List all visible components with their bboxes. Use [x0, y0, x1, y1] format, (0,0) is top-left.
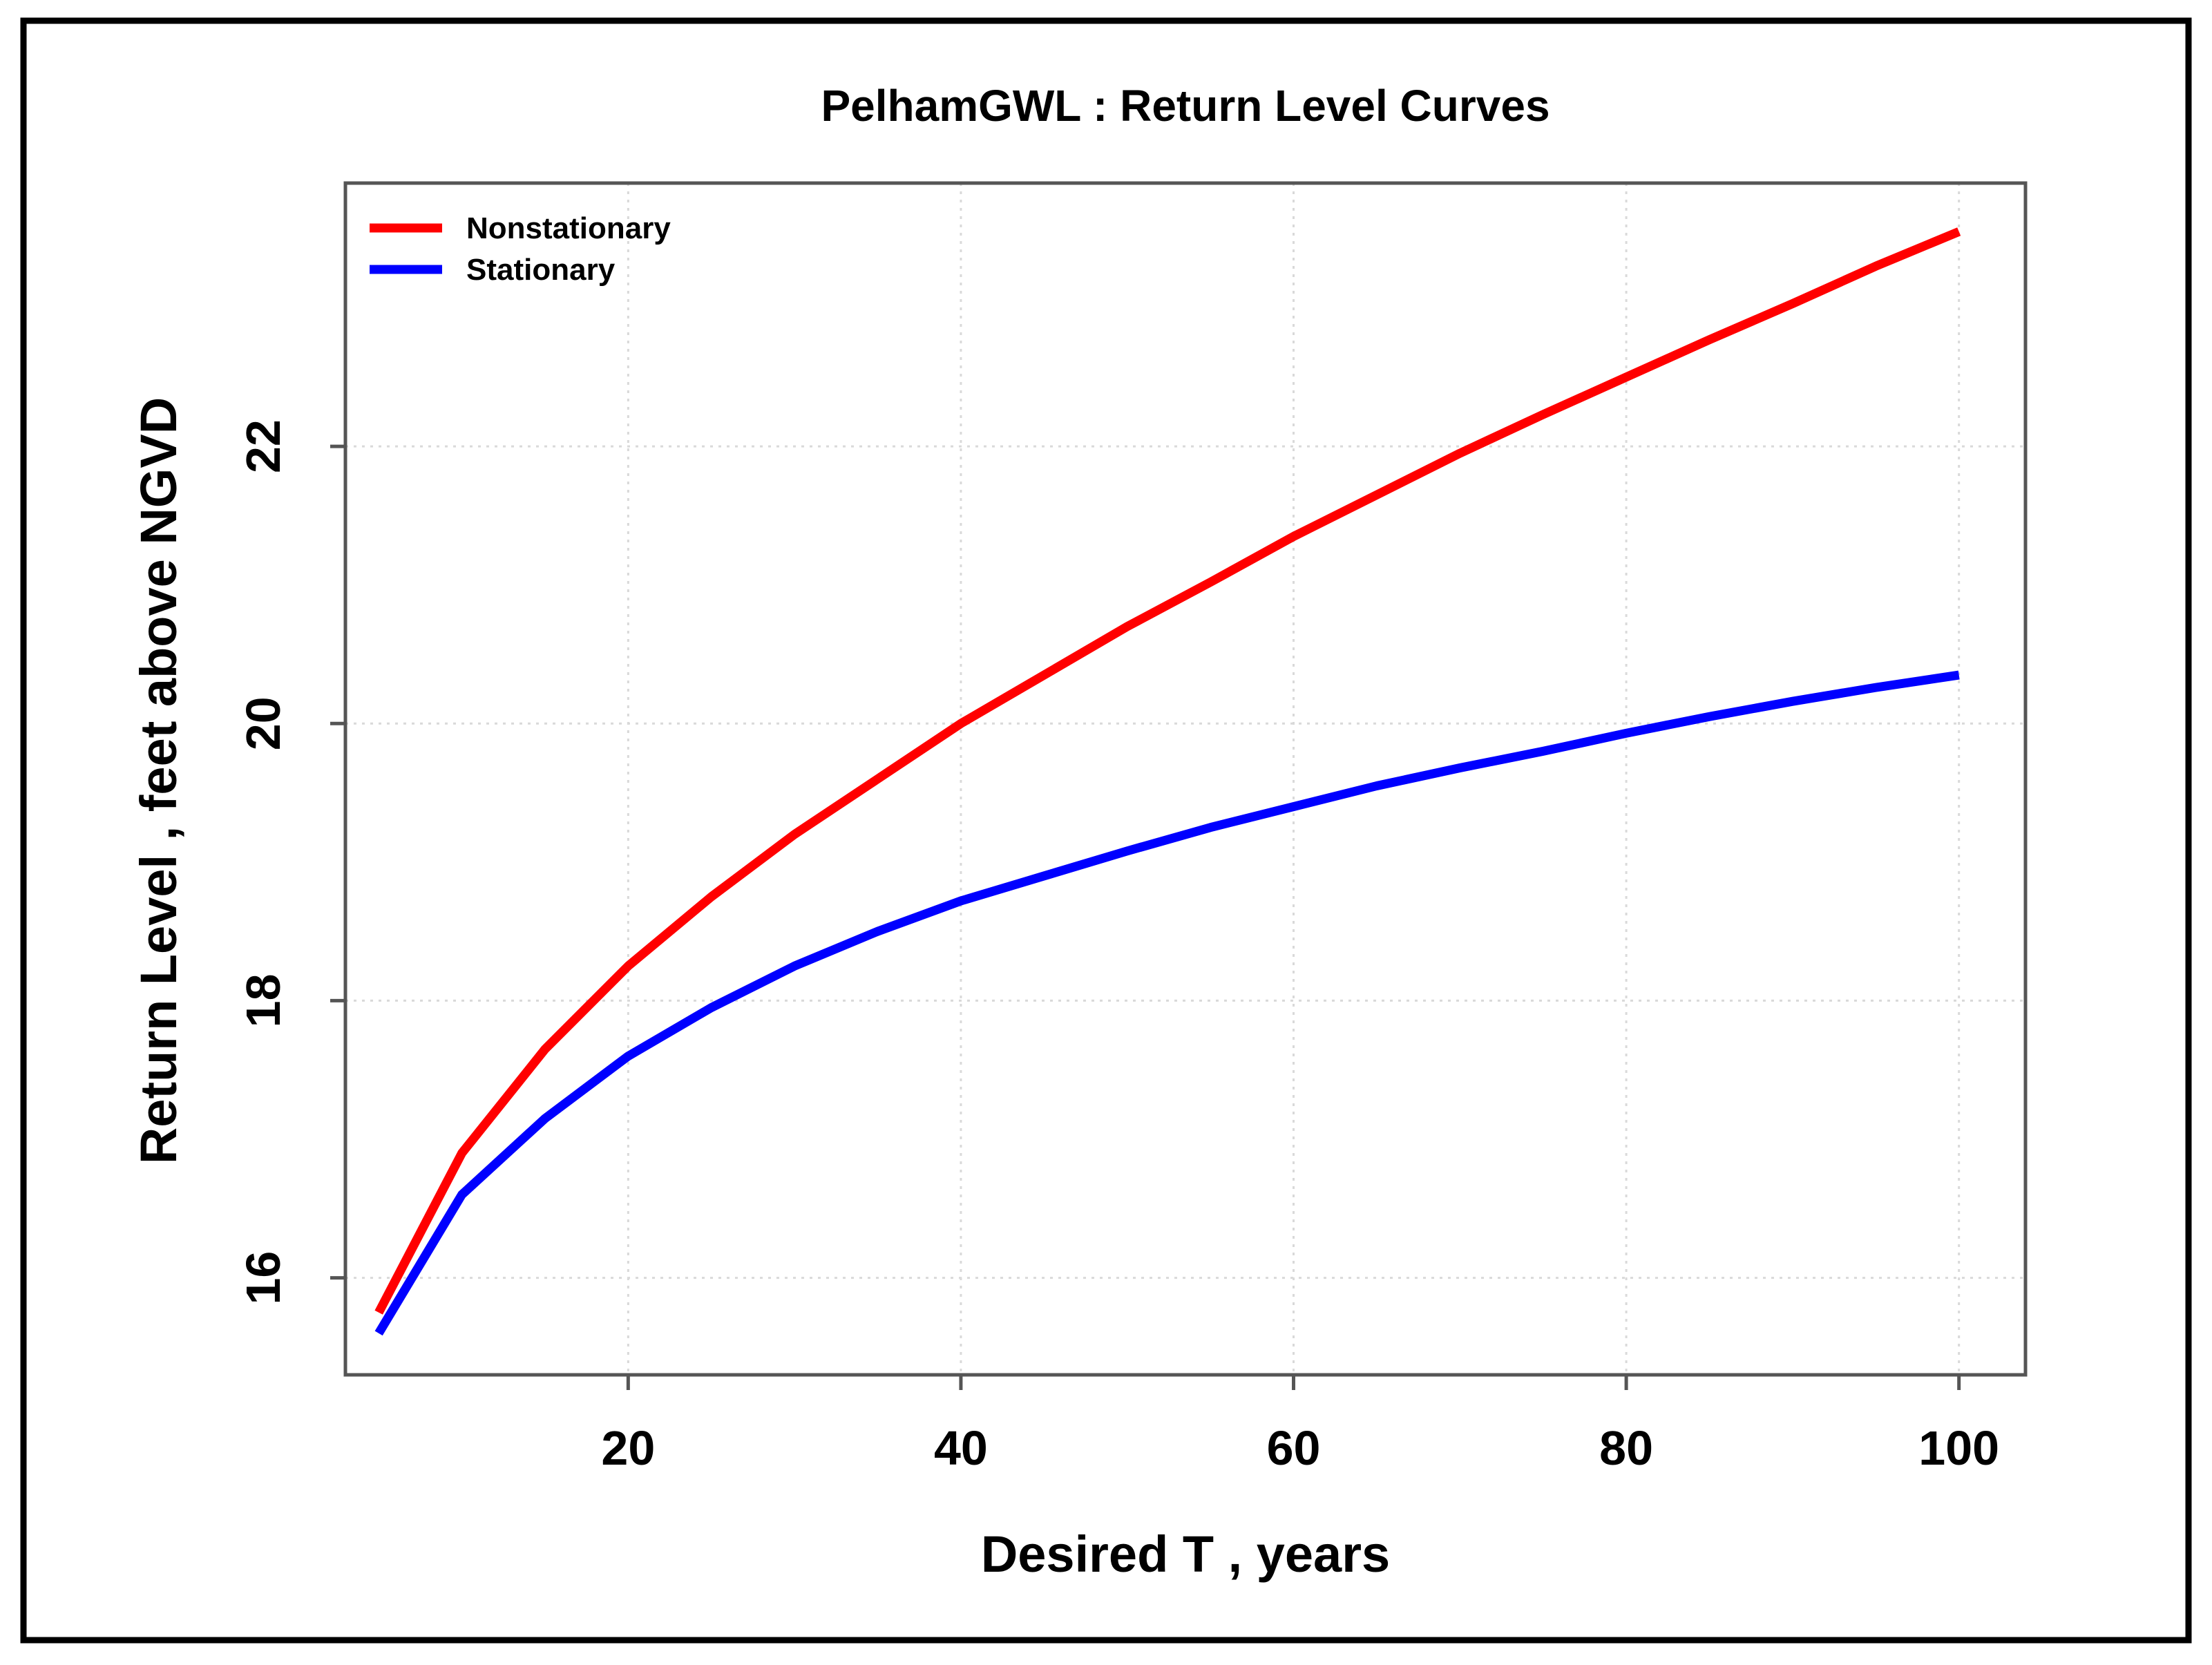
legend-label-nonstationary: Nonstationary [466, 211, 671, 245]
legend-label-stationary: Stationary [466, 253, 616, 287]
x-axis-title: Desired T , years [981, 1525, 1390, 1583]
y-axis-title: Return Level , feet above NGVD [130, 397, 187, 1164]
plot-area-border [343, 181, 2028, 1377]
series-lines [374, 227, 1961, 1336]
y-tick-label: 20 [236, 696, 290, 750]
x-tick-label: 60 [1267, 1421, 1321, 1475]
series-line-nonstationary [374, 227, 1961, 1315]
figure-frame [20, 17, 2192, 1644]
x-axis: 20 40 60 80 100 [601, 1375, 1999, 1475]
y-axis: 16 18 20 22 [236, 419, 345, 1305]
x-tick-label: 40 [934, 1421, 988, 1475]
series-line-stationary [374, 670, 1960, 1336]
x-tick-label: 80 [1599, 1421, 1653, 1475]
y-tick-label: 18 [236, 973, 290, 1027]
y-tick-label: 16 [236, 1251, 290, 1305]
x-tick-label: 20 [601, 1421, 655, 1475]
grid-lines [345, 183, 2025, 1375]
y-tick-label: 22 [236, 419, 290, 473]
chart-title: PelhamGWL : Return Level Curves [821, 81, 1550, 131]
legend: Nonstationary Stationary [370, 211, 671, 287]
x-tick-label: 100 [1918, 1421, 1999, 1475]
